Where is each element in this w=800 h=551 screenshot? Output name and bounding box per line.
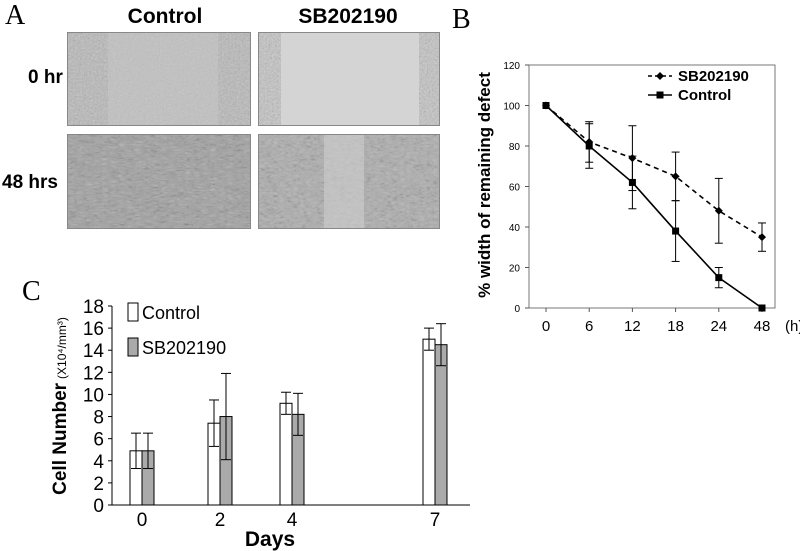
micrograph-control-48hrs <box>67 134 251 229</box>
chart-b-legend-marker <box>656 91 664 99</box>
chart-b-y-tick-label: 20 <box>509 264 521 275</box>
chart-c-y-axis-unit: (X10⁴/mm³) <box>55 317 69 379</box>
chart-b-y-tick-label: 60 <box>509 183 521 194</box>
chart-c-bar <box>434 344 448 506</box>
chart-c-y-tick-label: 10 <box>83 385 104 406</box>
micrograph-sb202190-0hr <box>258 32 440 126</box>
chart-c-bar <box>279 402 293 506</box>
chart-b-x-tick-label: 6 <box>585 318 593 335</box>
panel-letter-a: A <box>5 0 26 31</box>
chart-b-point <box>628 178 636 186</box>
chart-b-legend-label: Control <box>678 87 731 104</box>
panel-letter-b: B <box>452 4 471 35</box>
chart-b-series-line-0 <box>545 104 763 238</box>
micrograph-control-0hr <box>67 32 251 126</box>
chart-c-y-tick-label: 2 <box>93 474 104 495</box>
chart-c-x-axis-label: Days <box>245 528 295 551</box>
chart-c-y-tick-label: 8 <box>93 408 104 429</box>
chart-b-legend-label: SB202190 <box>678 68 749 85</box>
chart-b-point <box>758 233 766 242</box>
chart-b-point <box>714 206 723 215</box>
chart-c-x-tick-label: 7 <box>430 510 441 531</box>
chart-b-y-tick-label: 40 <box>509 223 521 234</box>
chart-b-point <box>715 274 723 282</box>
chart-c-bar <box>422 338 436 506</box>
chart-b-x-tick-label: 0 <box>542 318 550 335</box>
chart-b-x-tick-label: 12 <box>624 318 641 335</box>
chart-b-point <box>672 227 680 235</box>
chart-b-point <box>758 304 766 312</box>
row-label-48hrs: 48 hrs <box>2 172 58 193</box>
chart-b-x-tick-label: 24 <box>710 318 727 335</box>
chart-b-series-line-1 <box>545 104 763 309</box>
chart-b-y-axis-label: % width of remaining defect <box>475 72 494 298</box>
chart-c-y-tick-label: 12 <box>83 363 104 384</box>
chart-b-y-tick-label: 0 <box>514 304 520 315</box>
chart-b-point <box>671 172 680 181</box>
chart-c-legend-swatch <box>127 337 139 357</box>
chart-c-y-tick-label: 18 <box>83 297 104 318</box>
chart-c-x-tick-label: 0 <box>137 510 148 531</box>
panel-letter-c: C <box>22 276 41 307</box>
chart-b-x-unit-label: (h) <box>785 318 800 335</box>
micrograph-sb202190-48hrs <box>258 134 440 229</box>
chart-b-point <box>542 102 550 109</box>
chart-b-x-tick-label: 18 <box>667 318 684 335</box>
chart-b-legend-marker <box>656 72 664 80</box>
chart-b-y-tick-label: 120 <box>503 61 520 72</box>
chart-c-y-tick-label: 0 <box>93 496 104 517</box>
chart-c-y-tick-label: 6 <box>93 430 104 451</box>
chart-c-legend-swatch <box>127 302 139 322</box>
chart-c-x-tick-label: 4 <box>287 510 298 531</box>
chart-b-y-tick-label: 80 <box>509 142 521 153</box>
chart-c-y-tick-label: 14 <box>83 341 105 362</box>
chart-b-point <box>585 142 593 150</box>
column-label-control: Control <box>127 5 203 28</box>
chart-b-y-tick-label: 100 <box>503 102 520 113</box>
chart-c-legend-label: SB202190 <box>142 338 226 358</box>
chart-c-y-axis-label: Cell Number (X10⁴/mm³) <box>50 317 71 495</box>
chart-c-x-tick-label: 2 <box>215 510 226 531</box>
chart-c-legend-label: Control <box>142 303 200 323</box>
row-label-0hr: 0 hr <box>28 67 63 88</box>
column-label-sb202190: SB202190 <box>298 5 398 28</box>
chart-c-y-tick-label: 16 <box>83 319 104 340</box>
chart-c-y-tick-label: 4 <box>93 452 104 473</box>
chart-b-plot-frame <box>528 64 776 309</box>
chart-b: % width of remaining defect 020406080100… <box>475 61 800 335</box>
chart-b-x-tick-label: 48 <box>754 318 771 335</box>
chart-c-y-axis-label-text: Cell Number <box>50 382 71 495</box>
